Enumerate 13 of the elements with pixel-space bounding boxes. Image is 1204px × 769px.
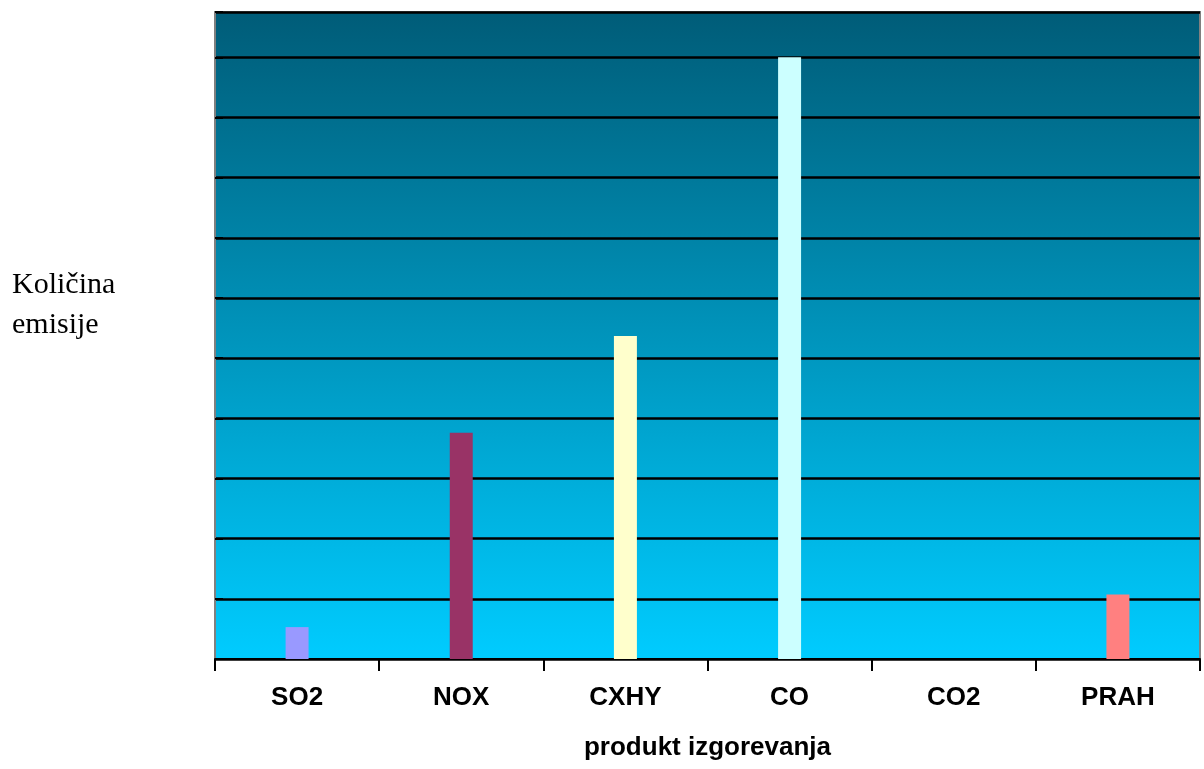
bar <box>613 335 637 659</box>
x-tick-label: NOX <box>433 681 491 711</box>
x-tick-label: PRAH <box>1081 681 1155 711</box>
y-axis-title: Količina emisije <box>12 265 116 339</box>
x-tick-label: CO2 <box>927 681 981 711</box>
bar <box>1106 594 1130 659</box>
x-tick-label: CO <box>770 681 810 711</box>
bar <box>449 432 473 659</box>
x-tick-label: SO2 <box>271 681 324 711</box>
x-axis-title: produkt izgorevanja <box>583 731 832 761</box>
x-tick-label: CXHY <box>589 681 662 711</box>
bar <box>285 627 309 659</box>
bar <box>778 57 802 659</box>
